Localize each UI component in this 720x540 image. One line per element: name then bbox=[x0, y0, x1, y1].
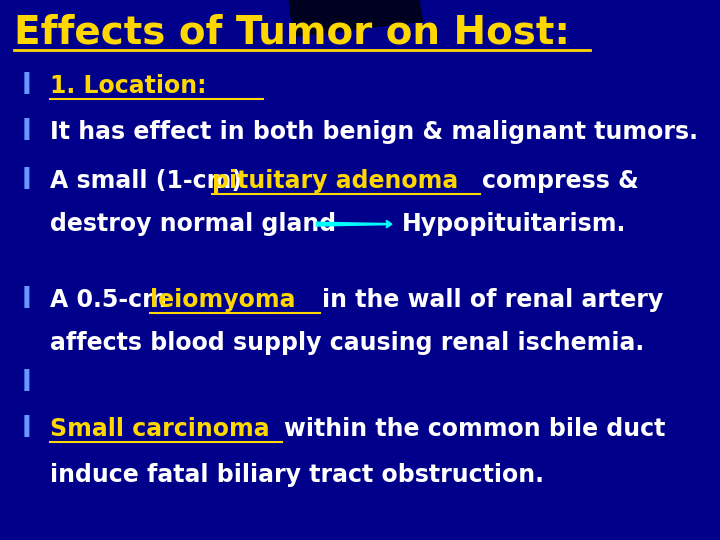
Text: A 0.5-cm: A 0.5-cm bbox=[50, 288, 176, 312]
Text: within the common bile duct: within the common bile duct bbox=[284, 417, 666, 441]
Text: affects blood supply causing renal ischemia.: affects blood supply causing renal ische… bbox=[50, 331, 644, 355]
Text: Hypopituitarism.: Hypopituitarism. bbox=[402, 212, 626, 236]
Text: leiomyoma: leiomyoma bbox=[150, 288, 304, 312]
Text: l: l bbox=[22, 286, 32, 314]
Text: pituitary adenoma: pituitary adenoma bbox=[212, 169, 467, 193]
Text: destroy normal gland: destroy normal gland bbox=[50, 212, 336, 236]
Text: induce fatal biliary tract obstruction.: induce fatal biliary tract obstruction. bbox=[50, 463, 544, 487]
Text: Small carcinoma: Small carcinoma bbox=[50, 417, 278, 441]
Polygon shape bbox=[288, 0, 720, 36]
Text: compress &: compress & bbox=[482, 169, 639, 193]
Text: Effects of Tumor on Host:: Effects of Tumor on Host: bbox=[14, 14, 570, 51]
Text: l: l bbox=[22, 72, 32, 100]
Text: l: l bbox=[22, 118, 32, 146]
Text: in the wall of renal artery: in the wall of renal artery bbox=[322, 288, 663, 312]
Text: 1. Location:: 1. Location: bbox=[50, 75, 207, 98]
Text: It has effect in both benign & malignant tumors.: It has effect in both benign & malignant… bbox=[50, 120, 698, 144]
Text: A small (1-cm): A small (1-cm) bbox=[50, 169, 251, 193]
Text: l: l bbox=[22, 369, 32, 397]
Text: l: l bbox=[22, 167, 32, 195]
Text: l: l bbox=[22, 415, 32, 443]
